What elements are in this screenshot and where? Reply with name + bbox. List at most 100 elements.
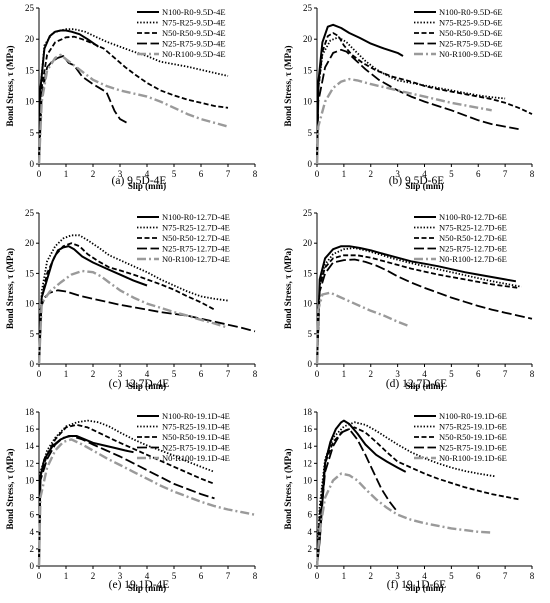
panel-caption: (c) 12.7D-4E [109, 378, 170, 390]
legend-label: N25-R75-19.1D-6E [439, 443, 507, 453]
y-tick-label: 6 [30, 510, 35, 520]
legend-label: N0-R100-12.7D-4E [162, 254, 230, 264]
y-tick-label: 15 [25, 268, 35, 278]
y-axis-label: Bond Stress, τ (MPa) [5, 46, 15, 127]
y-tick-label: 6 [308, 510, 313, 520]
x-tick-label: 8 [530, 369, 535, 379]
x-tick-label: 6 [199, 571, 204, 581]
x-tick-label: 5 [172, 169, 177, 179]
y-tick-label: 0 [308, 561, 313, 571]
series-line-0 [38, 245, 148, 365]
y-tick-label: 18 [25, 407, 35, 417]
legend-label: N75-R25-9.5D-6E [439, 18, 503, 28]
series-line-2 [38, 35, 229, 165]
series-line-4 [37, 438, 256, 567]
y-axis-label: Bond Stress, τ (MPa) [5, 449, 15, 530]
y-tick-label: 14 [25, 441, 35, 451]
legend-label: N100-R0-12.7D-6E [439, 212, 507, 222]
x-tick-label: 1 [64, 369, 69, 379]
x-tick-label: 6 [476, 369, 481, 379]
legend-label: N50-R50-9.5D-6E [439, 28, 503, 38]
y-tick-label: 10 [25, 475, 35, 485]
x-tick-label: 1 [64, 571, 69, 581]
x-tick-label: 6 [199, 169, 204, 179]
series-line-3 [316, 258, 533, 365]
series-line-3 [316, 48, 519, 165]
x-tick-label: 3 [118, 571, 123, 581]
x-tick-label: 0 [37, 169, 42, 179]
y-tick-label: 18 [303, 407, 313, 417]
y-tick-label: 25 [303, 3, 313, 13]
chart-panel-2: 0 1 2 3 4 5 6 7 8 0 5 10 15 20 25 Slip (mm) Bond Stress,… [5, 208, 258, 391]
legend-label: N25-R75-12.7D-4E [162, 244, 230, 254]
chart-panel-1: 0 1 2 3 4 5 6 7 8 0 5 10 15 20 25 Slip (mm) Bond Stress,… [283, 3, 535, 191]
series-line-4 [315, 291, 409, 365]
panel-caption: (d) 12.7D-6E [386, 378, 447, 390]
x-tick-label: 0 [315, 369, 320, 379]
y-tick-label: 25 [25, 3, 35, 13]
x-tick-label: 5 [449, 571, 454, 581]
legend-label: N75-R25-12.7D-4E [162, 223, 230, 233]
x-axis-label: Slip (mm) [128, 381, 166, 391]
y-tick-label: 5 [30, 329, 35, 339]
y-tick-label: 8 [30, 493, 35, 503]
legend-label: N75-R25-12.7D-6E [439, 223, 507, 233]
series-line-2 [38, 423, 215, 567]
x-axis-label: Slip (mm) [405, 583, 443, 593]
x-tick-label: 4 [145, 571, 150, 581]
series-line-4 [37, 53, 229, 165]
y-tick-label: 5 [30, 128, 35, 138]
legend-label: N0-R100-19.1D-4E [162, 453, 230, 463]
x-tick-label: 5 [172, 571, 177, 581]
panel-caption: (b) 9.5D-6E [389, 175, 445, 187]
legend-label: N75-R25-9.5D-4E [162, 18, 226, 28]
series-line-4 [37, 269, 229, 365]
legend-label: N0-R100-9.5D-4E [162, 49, 226, 59]
y-tick-label: 25 [303, 208, 313, 218]
y-tick-label: 0 [308, 359, 313, 369]
panel-caption: (f) 19.1D-6E [387, 579, 446, 591]
x-tick-label: 8 [253, 169, 258, 179]
chart-panel-3: 0 1 2 3 4 5 6 7 8 0 5 10 15 20 25 Slip (mm) Bond Stress,… [283, 208, 535, 391]
y-tick-label: 25 [25, 208, 35, 218]
x-tick-label: 6 [476, 169, 481, 179]
y-tick-label: 16 [25, 424, 35, 434]
x-tick-label: 4 [422, 169, 427, 179]
legend-label: N50-R50-12.7D-4E [162, 233, 230, 243]
x-tick-label: 4 [422, 369, 427, 379]
x-tick-label: 2 [369, 571, 374, 581]
y-tick-label: 10 [303, 475, 313, 485]
y-tick-label: 5 [308, 128, 313, 138]
x-axis-label: Slip (mm) [405, 181, 443, 191]
x-tick-label: 4 [422, 571, 427, 581]
series-line-0 [38, 29, 99, 165]
y-axis-label: Bond Stress, τ (MPa) [283, 248, 293, 329]
series-line-2 [316, 32, 533, 165]
series-line-1 [316, 247, 522, 365]
y-tick-label: 12 [25, 458, 34, 468]
x-axis-label: Slip (mm) [128, 583, 166, 593]
series-line-0 [316, 23, 404, 165]
x-tick-label: 3 [395, 169, 400, 179]
x-tick-label: 3 [118, 169, 123, 179]
legend-label: N50-R50-12.7D-6E [439, 233, 507, 243]
legend-label: N25-R75-9.5D-4E [162, 39, 226, 49]
y-tick-label: 16 [303, 424, 313, 434]
legend-label: N0-R100-19.1D-6E [439, 453, 507, 463]
y-tick-label: 20 [25, 238, 35, 248]
y-tick-label: 20 [303, 34, 313, 44]
y-tick-label: 10 [25, 299, 35, 309]
x-tick-label: 7 [226, 571, 231, 581]
y-tick-label: 2 [308, 544, 313, 554]
series-line-3 [38, 435, 215, 567]
x-tick-label: 1 [342, 369, 347, 379]
y-tick-label: 0 [30, 359, 35, 369]
legend-label: N100-R0-19.1D-4E [162, 411, 230, 421]
chart-panel-0: 0 1 2 3 4 5 6 7 8 0 5 10 15 20 25 Slip (mm) Bond Stress,… [5, 3, 258, 191]
y-tick-label: 8 [308, 493, 313, 503]
x-tick-label: 0 [315, 571, 320, 581]
legend-label: N25-R75-12.7D-6E [439, 244, 507, 254]
y-tick-label: 4 [308, 527, 313, 537]
